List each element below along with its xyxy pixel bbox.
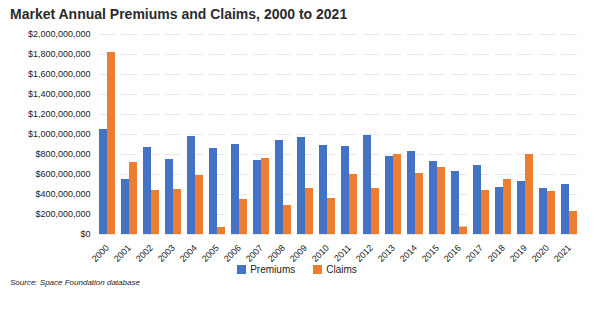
svg-text:2003: 2003 [156, 243, 177, 264]
svg-text:$400,000,000: $400,000,000 [35, 189, 90, 199]
svg-text:2004: 2004 [178, 243, 199, 264]
svg-text:2000: 2000 [90, 243, 111, 264]
svg-text:2020: 2020 [530, 243, 551, 264]
svg-text:2005: 2005 [200, 243, 221, 264]
html-text:Market Annual Premiums and Cla: Market Annual Premiums and Claims, 2000 … [10, 6, 348, 22]
svg-text:$200,000,000: $200,000,000 [35, 209, 90, 219]
svg-text:2006: 2006 [222, 243, 243, 264]
svg-text:$600,000,000: $600,000,000 [35, 169, 90, 179]
svg-text:2021: 2021 [552, 243, 573, 264]
html-text:Claims: Claims [326, 264, 357, 275]
svg-text:2001: 2001 [112, 243, 133, 264]
svg-text:2017: 2017 [464, 243, 485, 264]
svg-text:$1,400,000,000: $1,400,000,000 [28, 89, 91, 99]
svg-text:$1,600,000,000: $1,600,000,000 [28, 69, 91, 79]
svg-text:2012: 2012 [354, 243, 375, 264]
html-text:Premiums: Premiums [250, 264, 296, 275]
svg-text:2018: 2018 [486, 243, 507, 264]
svg-text:2007: 2007 [244, 243, 265, 264]
html-text:Source: Space Foundation datab: Source: Space Foundation database [10, 278, 140, 287]
svg-text:2015: 2015 [420, 243, 441, 264]
svg-text:$800,000,000: $800,000,000 [35, 149, 90, 159]
svg-text:2013: 2013 [376, 243, 397, 264]
svg-text:2009: 2009 [288, 243, 309, 264]
svg-text:$0: $0 [80, 229, 90, 239]
svg-text:$1,200,000,000: $1,200,000,000 [28, 109, 91, 119]
svg-text:2019: 2019 [508, 243, 529, 264]
svg-text:$2,000,000,000: $2,000,000,000 [28, 29, 91, 39]
svg-text:2011: 2011 [332, 243, 353, 264]
svg-text:$1,000,000,000: $1,000,000,000 [28, 129, 91, 139]
svg-text:2010: 2010 [310, 243, 331, 264]
svg-text:2014: 2014 [398, 243, 419, 264]
svg-text:2008: 2008 [266, 243, 287, 264]
svg-text:$1,800,000,000: $1,800,000,000 [28, 49, 91, 59]
svg-text:2002: 2002 [134, 243, 155, 264]
svg-text:2016: 2016 [442, 243, 463, 264]
